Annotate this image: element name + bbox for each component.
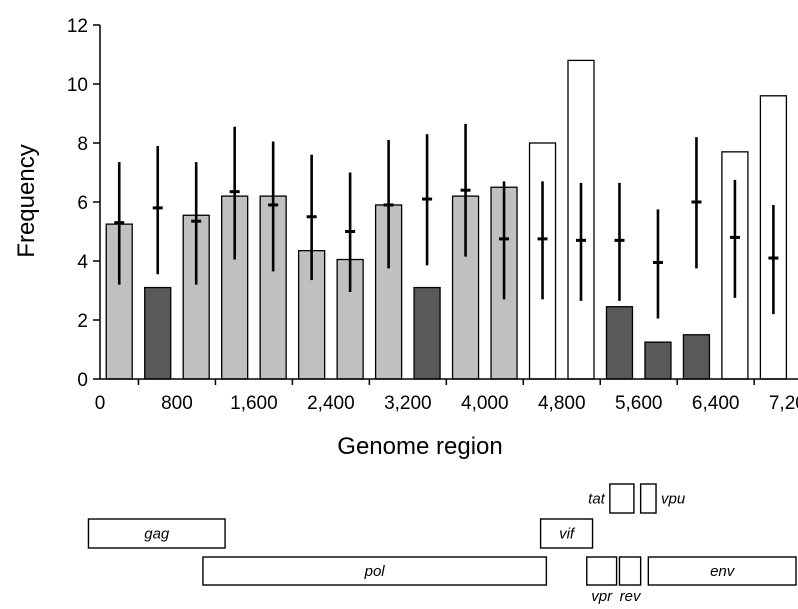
- y-tick-label-6: 6: [77, 193, 88, 214]
- y-tick-label-0: 0: [77, 370, 88, 391]
- gene-label-vif-3: vif: [559, 526, 576, 543]
- gene-box-pol-2: [202, 556, 548, 586]
- y-tick-label-2: 2: [77, 311, 88, 332]
- axes: 0 2 4 6 8 10 12 0 800 1,600 2,400 3,200 4,000 4,800 5,…: [67, 16, 798, 414]
- x-tick-label-1: 800: [161, 393, 193, 414]
- gene-label-env-8: env: [710, 563, 736, 580]
- bar-16: [682, 334, 711, 380]
- gene-label-pol-2: pol: [364, 563, 386, 580]
- x-tick-label-0: 0: [95, 393, 106, 414]
- gene-label-vpr-4: vpr: [591, 588, 613, 605]
- bar-5: [259, 195, 287, 380]
- gene-box-vif-3: [539, 518, 594, 549]
- y-axis-title: Frequency: [13, 144, 40, 257]
- gene-box-vpr-4: [586, 556, 618, 586]
- x-tick-label-4: 3,200: [384, 393, 432, 414]
- x-axis-title: Genome region: [337, 433, 502, 460]
- gene-box-vpu-7: [639, 483, 657, 514]
- x-tick-label-3: 2,400: [307, 393, 355, 414]
- bar-2: [144, 286, 172, 380]
- y-tick-label-8: 8: [77, 134, 88, 155]
- gene-box-tat-5: [609, 483, 635, 514]
- x-tick-label-7: 5,600: [615, 393, 663, 414]
- bar-9: [413, 286, 441, 380]
- x-tick-label-2: 1,600: [230, 393, 278, 414]
- y-tick-label-4: 4: [77, 252, 88, 273]
- gene-box-env-8: [647, 556, 797, 586]
- bar-14: [605, 306, 634, 380]
- x-tick-label-9: 7,200: [769, 393, 798, 414]
- gene-label-gag-1: gag: [144, 526, 170, 543]
- bar-15: [644, 341, 672, 380]
- gene-box-gag-1: [87, 518, 226, 549]
- x-tick-label-8: 6,400: [692, 393, 740, 414]
- gene-label-rev-6: rev: [620, 588, 642, 605]
- genome-map: gagpolvifvprtatrevvpuenvrevtatnef: [87, 483, 797, 605]
- plot-area: [105, 59, 788, 380]
- y-tick-label-12: 12: [67, 16, 88, 37]
- y-tick-label-10: 10: [67, 75, 88, 96]
- x-tick-label-5: 4,000: [461, 393, 509, 414]
- gene-label-tat-5: tat: [588, 491, 606, 508]
- gene-label-vpu-7: vpu: [661, 491, 686, 508]
- gene-box-rev-6: [618, 556, 642, 586]
- x-tick-label-6: 4,800: [538, 393, 586, 414]
